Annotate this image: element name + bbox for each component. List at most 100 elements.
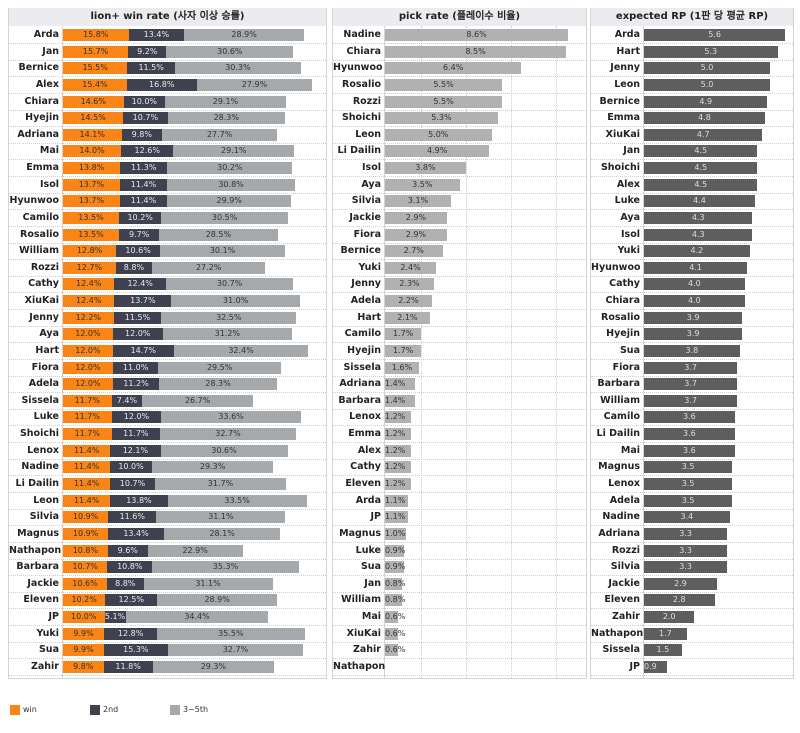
category-label: Zahir: [30, 660, 59, 672]
bar-3-5th: 35.3%: [152, 561, 299, 574]
bar-row: Isol 4.3: [591, 227, 793, 244]
bar-3-5th: 29.5%: [158, 361, 281, 374]
category-label: Arda: [614, 29, 640, 40]
bar-row: Hyejin 3.9: [591, 326, 793, 344]
category-label: Jackie: [608, 577, 640, 589]
bar-row: Nathapon 1.7: [591, 626, 793, 643]
category-label: Bernice: [18, 62, 59, 74]
category-label: Alex: [357, 444, 381, 456]
bar-row: Hyejin 1.7%: [333, 343, 586, 360]
category-label: Rozzi: [352, 95, 381, 107]
bar: 1.2%: [385, 444, 411, 457]
bar-win: 13.5%: [63, 211, 120, 224]
bar: 5.0: [644, 78, 770, 91]
bar-row: Silvia 3.1%: [333, 193, 586, 211]
bar-row: Camilo 3.6: [591, 409, 793, 427]
category-label: Cathy: [609, 278, 640, 290]
bar-row: Rosalio 13.5% 9.7% 28.5%: [9, 227, 326, 244]
bar: 3.7: [644, 394, 738, 407]
category-label: Nathapon: [591, 627, 644, 639]
category-label: Jan: [364, 577, 381, 589]
category-label: Aya: [39, 328, 59, 340]
bar-3-5th: 30.3%: [175, 62, 301, 75]
bar-win: 11.4%: [63, 494, 111, 507]
bar-3-5th: 29.3%: [152, 660, 275, 673]
category-label: Aya: [620, 211, 640, 223]
category-label: Sua: [360, 561, 381, 573]
category-label: Rosalio: [20, 228, 59, 240]
category-label: JP: [629, 660, 641, 672]
bar-row: Jenny 5.0: [591, 60, 793, 78]
bar-3-5th: 30.6%: [166, 45, 294, 58]
bar-row: Aya 12.0% 12.0% 31.2%: [9, 326, 326, 344]
bar-3-5th: 28.3%: [167, 112, 286, 125]
bar-row: Arda 15.8% 13.4% 28.9%: [9, 27, 326, 44]
bar-3-5th: 30.1%: [160, 245, 286, 258]
bar: 5.6: [644, 29, 786, 41]
bar-row: Bernice 4.9: [591, 94, 793, 111]
bar-row: Isol 3.8%: [333, 160, 586, 178]
bar: 0.9: [644, 660, 667, 673]
bar-row: Shoichi 5.3%: [333, 110, 586, 128]
bar: 4.0: [644, 295, 745, 308]
category-label: Hart: [616, 45, 640, 57]
category-label: JP: [370, 511, 382, 523]
bar-row: Adela 12.0% 11.2% 28.3%: [9, 376, 326, 394]
bar-3-5th: 28.9%: [157, 594, 278, 607]
bar-3-5th: 30.6%: [160, 444, 288, 457]
bar-win: 12.0%: [63, 344, 113, 357]
bar-3-5th: 28.5%: [159, 228, 278, 241]
bar: 4.4: [644, 195, 755, 208]
bar-2nd: 16.8%: [126, 78, 197, 91]
category-label: Camilo: [22, 211, 59, 223]
bar-win: 14.1%: [63, 128, 122, 141]
bar: 5.3: [644, 45, 778, 58]
category-label: Isol: [362, 162, 381, 174]
bar-row: Jackie 2.9: [591, 576, 793, 593]
category-label: Jan: [42, 45, 59, 57]
legend-swatch-3-5th: [170, 705, 180, 715]
bar-win: 10.9%: [63, 527, 109, 540]
bar-row: Hart 2.1%: [333, 310, 586, 327]
category-label: Cathy: [350, 461, 381, 473]
category-label: Adriana: [598, 527, 640, 539]
bar-win: 11.7%: [63, 411, 112, 424]
category-label: Luke: [33, 411, 59, 423]
bar: 1.5: [644, 644, 682, 657]
bar-row: Alex 1.2%: [333, 443, 586, 460]
bar-row: Cathy 12.4% 12.4% 30.7%: [9, 276, 326, 294]
bar-row: Silvia 3.3: [591, 559, 793, 577]
bar-row: Bernice 2.7%: [333, 243, 586, 261]
category-label: Magnus: [598, 461, 640, 473]
bar: 3.6: [644, 444, 735, 457]
category-label: Luke: [614, 195, 640, 207]
category-label: Yuki: [617, 245, 640, 257]
bar-row: Hyunwoo 4.1: [591, 260, 793, 277]
bar-2nd: 11.5%: [113, 311, 162, 324]
bar-row: Silvia 10.9% 11.6% 31.1%: [9, 509, 326, 527]
category-label: JP: [48, 611, 60, 623]
bar-row: Camilo 1.7%: [333, 326, 586, 344]
category-label: Silvia: [610, 561, 640, 573]
category-label: Hart: [357, 311, 381, 323]
category-label: Jackie: [27, 577, 59, 589]
category-label: Camilo: [344, 328, 381, 340]
bar-row: Yuki 2.4%: [333, 260, 586, 277]
legend-swatch-win: [10, 705, 20, 715]
category-label: XiuKai: [346, 627, 381, 639]
category-label: Barbara: [16, 561, 59, 573]
bar-win: 11.4%: [63, 461, 111, 474]
category-label: Li Dailin: [15, 478, 59, 489]
category-label: Silvia: [29, 511, 59, 523]
bar-2nd: 11.5%: [127, 62, 176, 75]
category-label: Eleven: [345, 478, 381, 489]
bar-row: Isol 13.7% 11.4% 30.8%: [9, 177, 326, 194]
bar-row: Mai 0.6%: [333, 609, 586, 627]
bar-2nd: 13.7%: [114, 295, 172, 308]
category-label: William: [600, 394, 640, 406]
bar-row: Cathy 1.2%: [333, 459, 586, 477]
category-label: Mai: [39, 145, 59, 157]
bar-win: 13.8%: [63, 162, 121, 175]
bar-win: 10.2%: [63, 594, 106, 607]
bar-row: Fiora 2.9%: [333, 227, 586, 244]
